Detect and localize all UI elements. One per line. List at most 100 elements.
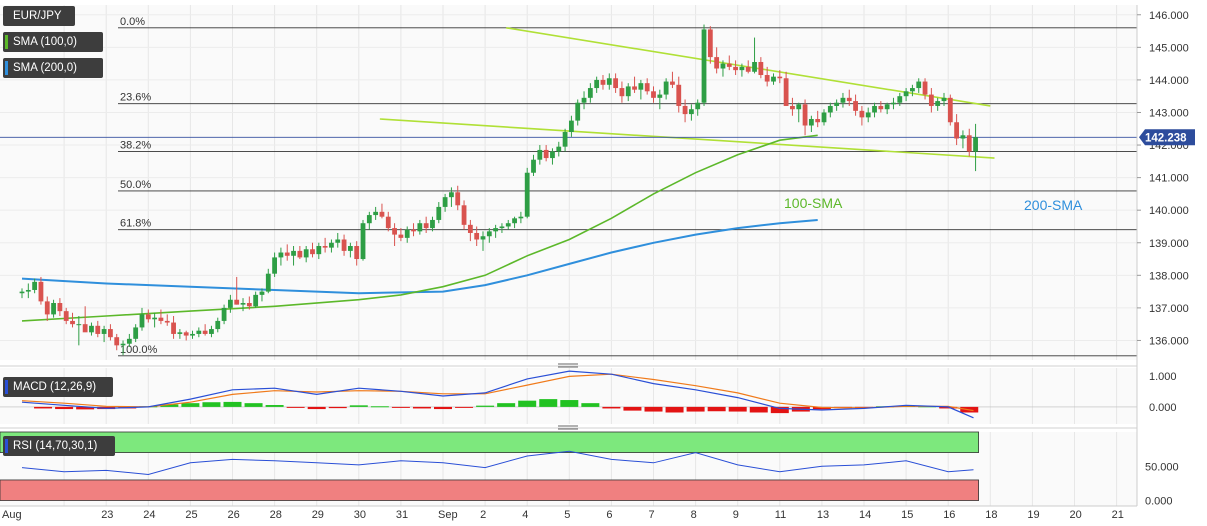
price-tick-label: 136.000 [1149,335,1189,347]
x-tick-label: 5 [564,509,570,521]
candle-body [518,216,524,219]
candle-body [486,231,492,237]
x-tick-label: 6 [606,509,612,521]
candle-body [872,105,877,113]
candle-body [310,249,315,255]
candle-body [82,324,88,333]
candle-body [796,104,802,110]
candlesticks [19,24,978,356]
candle-body [76,324,82,326]
macd-histogram-bar [539,399,558,407]
candle-body [562,132,568,147]
candle-body [455,192,461,206]
candle-body [581,97,587,103]
candle-body [865,112,871,118]
candle-body [209,329,214,334]
macd-histogram-bar [307,406,326,410]
candle-body [196,330,202,334]
candle-body [512,218,517,224]
candle-body [158,317,164,321]
candle-body [25,289,31,292]
price-tick-label: 138.000 [1149,270,1189,282]
legend-macd[interactable]: MACD (12,26,9) [3,377,113,397]
candle-body [171,322,176,334]
candle-body [670,81,675,85]
candle-body [764,75,770,82]
macd-histogram-bar [644,406,663,412]
candle-body [436,206,442,220]
candle-body [133,327,139,339]
x-tick-label: 14 [859,509,871,521]
candle-body [859,110,865,118]
candle-body [543,149,549,159]
candle-body [108,329,113,338]
legend-sma100[interactable]: SMA (100,0) [3,32,103,52]
candle-body [89,325,94,333]
candle-body [682,105,688,115]
candle-body [461,205,467,225]
macd-histogram-bar [812,406,831,410]
macd-histogram-bar [623,406,642,411]
legend-sma200[interactable]: SMA (200,0) [3,58,103,78]
candle-body [139,314,145,328]
candle-body [891,102,896,105]
candle-body [802,104,808,126]
moving-averages [0,134,1137,322]
x-tick-label: 25 [185,509,197,521]
x-tick-label: 7 [649,509,655,521]
candle-body [707,29,713,58]
candle-body [550,151,555,159]
last-price-badge: 142.238 [1139,129,1195,146]
rsi-line [21,450,974,476]
last-price-label: 142.238 [1145,132,1187,144]
sma100-line [21,134,818,322]
candle-body [701,29,707,103]
candle-body [771,76,776,82]
candle-body [638,83,644,90]
candle-body [373,211,379,216]
macd-histogram-bar [181,403,200,407]
legend-symbol[interactable]: EUR/JPY [3,6,75,26]
legend-rsi[interactable]: RSI (14,70,30,1) [3,436,115,456]
candle-body [853,101,858,111]
candle-body [531,159,536,173]
candle-body [493,228,499,232]
legend-sma200-label: SMA (200,0) [13,62,77,74]
candle-body [297,250,303,258]
candle-body [632,86,637,90]
candle-body [63,311,69,321]
macd-histogram-bar [34,406,53,409]
candle-body [51,303,56,315]
candle-body [947,97,953,123]
macd-histogram-bar [770,406,789,414]
candle-body [499,226,505,229]
macd-histogram-bar [749,406,768,413]
x-tick-label: 13 [817,509,829,521]
candle-body [303,249,309,258]
candle-body [827,105,833,113]
rsi-band [0,431,979,453]
candle-body [821,112,827,123]
splitter-handle-icon[interactable] [558,425,578,430]
macd-tick-label: 0.000 [1149,402,1177,414]
candle-body [480,236,486,240]
candle-body [101,329,107,334]
candle-body [423,223,429,229]
splitter-handle-icon[interactable] [558,363,578,368]
candle-body [114,337,120,346]
x-tick-label: 18 [985,509,997,521]
x-tick-label: 23 [101,509,113,521]
candle-body [240,303,246,305]
macd-swatch [5,380,8,394]
candle-body [145,314,151,320]
candle-body [973,137,978,152]
candle-body [442,197,448,207]
macd-histogram-bar [497,403,516,407]
candle-body [215,320,221,330]
price-plot-area [0,5,1137,360]
macd-histogram-bar [939,406,958,409]
candle-body [676,84,682,106]
macd-histogram-bar [686,406,705,412]
candle-body [347,246,353,251]
panel-splitters[interactable] [0,363,1137,430]
